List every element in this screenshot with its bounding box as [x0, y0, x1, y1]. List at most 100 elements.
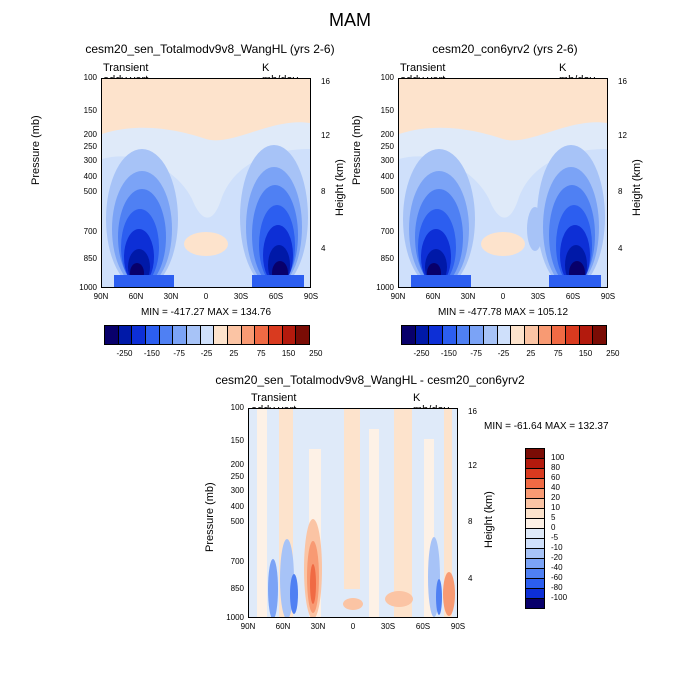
- colorbar-cell: [496, 325, 512, 345]
- x-tick-label: 30N: [310, 622, 326, 631]
- y-tick-label: 400: [380, 171, 394, 181]
- colorbar-cell: [455, 325, 471, 345]
- colorbar-cell: [104, 325, 119, 345]
- colorbar-cell: [295, 325, 310, 345]
- x-tick-label: 90S: [303, 292, 319, 301]
- colorbar-cell: [483, 325, 498, 345]
- contour-negative-core: [268, 559, 278, 617]
- colorbar-cell: [213, 325, 228, 345]
- figure-title: MAM: [329, 10, 371, 30]
- colorbar-cell: [131, 325, 146, 345]
- y-right-tick-label: 8: [321, 187, 326, 197]
- colorbar-cell: [592, 325, 607, 345]
- x-tick-label: 90N: [390, 292, 406, 301]
- colorbar-label: 20: [551, 493, 560, 502]
- colorbar-cell: [537, 325, 553, 345]
- colorbar-label: 5: [551, 513, 556, 522]
- x-tick-label: 30S: [530, 292, 546, 301]
- y-right-tick-label: 8: [618, 187, 623, 197]
- colorbar-cell: [172, 325, 187, 345]
- stats-label: MIN = -417.27 MAX = 134.76: [140, 307, 272, 318]
- x-tick-label: 60N: [275, 622, 291, 631]
- x-tick-label: 30N: [460, 292, 476, 301]
- panel-title: cesm20_con6yrv2 (yrs 2-6): [432, 42, 578, 56]
- colorbar-cell: [428, 325, 443, 345]
- panel-title: cesm20_sen_Totalmodv9v8_WangHL (yrs 2-6): [85, 42, 335, 56]
- colorbar-cell: [227, 325, 242, 345]
- y-tick-label: 150: [230, 435, 244, 445]
- contour-stripe: [424, 439, 434, 617]
- contour-patch-positive: [184, 232, 228, 256]
- x-tick-label: 0: [203, 292, 209, 301]
- contour-patch-positive: [481, 232, 525, 256]
- contour-positive-surface: [443, 572, 455, 616]
- colorbar-label: -80: [551, 583, 563, 592]
- colorbar-label: 100: [551, 453, 565, 462]
- x-tick-label: 90N: [240, 622, 256, 631]
- colorbar-label: 60: [551, 473, 560, 482]
- contour-plot: [101, 78, 311, 288]
- colorbar-cell: [240, 325, 256, 345]
- y-right-tick-label: 4: [468, 574, 473, 584]
- colorbar-label: -150: [143, 349, 160, 358]
- x-tick-label: 0: [500, 292, 506, 301]
- y-tick-label: 100: [380, 73, 394, 82]
- y-tick-label: 850: [230, 583, 244, 593]
- y-axis-right-label: Height (km): [631, 159, 643, 216]
- colorbar: 100 80 60 40 20 10 5 0 -5 -10 -20 -40 -60 -80 -100: [525, 448, 567, 609]
- y-tick-label: 300: [83, 155, 97, 165]
- contour-positive-core: [310, 564, 316, 604]
- colorbar-label: -75: [173, 349, 185, 358]
- contour-patch-positive: [204, 89, 220, 113]
- y-axis-label: Pressure (mb): [351, 115, 363, 185]
- colorbar-label: -25: [200, 349, 213, 358]
- y-tick-label: 400: [230, 501, 244, 511]
- y-tick-label: 1000: [376, 283, 394, 292]
- colorbar-cell: [510, 325, 525, 345]
- y-axis-right-label: Height (km): [334, 159, 346, 216]
- contour-surface-band: [411, 275, 471, 287]
- y-tick-label: 300: [230, 485, 244, 495]
- y-tick-label: 500: [83, 187, 97, 197]
- y-tick-label: 100: [230, 403, 244, 412]
- contour-negative-core: [436, 579, 442, 615]
- y-right-tick-label: 16: [468, 407, 477, 417]
- x-tick-label: 30S: [233, 292, 249, 301]
- contour-plot: [398, 78, 608, 288]
- y-tick-label: 250: [380, 142, 394, 152]
- colorbar-label: 75: [256, 349, 266, 358]
- y-tick-label: 150: [380, 105, 394, 115]
- contour-positive-surface: [385, 591, 413, 607]
- colorbar-cell: [281, 325, 297, 345]
- colorbar-label: -5: [551, 533, 559, 542]
- contour-patch: [527, 207, 543, 251]
- colorbar-cell: [158, 325, 174, 345]
- y-tick-label: 700: [83, 227, 97, 237]
- colorbar-cell: [414, 325, 430, 345]
- colorbar-cell: [145, 325, 160, 345]
- y-tick-label: 100: [83, 73, 97, 82]
- contour-stripe: [394, 409, 412, 617]
- colorbar-label: -60: [551, 573, 563, 582]
- y-axis-label: Pressure (mb): [204, 482, 216, 552]
- colorbar-label: 25: [229, 349, 239, 358]
- y-tick-label: 200: [230, 459, 244, 469]
- contour-stripe: [369, 429, 379, 617]
- x-tick-label: 0: [350, 622, 356, 631]
- colorbar-label: -10: [551, 543, 563, 552]
- y-axis-label: Pressure (mb): [30, 115, 42, 185]
- y-tick-label: 200: [380, 129, 394, 139]
- y-tick-label: 400: [83, 171, 97, 181]
- y-right-tick-label: 16: [618, 77, 627, 87]
- y-right-tick-label: 12: [321, 130, 330, 140]
- contour-surface-band: [252, 275, 304, 287]
- colorbar-cell: [401, 325, 416, 345]
- colorbar-label: -40: [551, 563, 563, 572]
- x-tick-label: 60S: [268, 292, 284, 301]
- y-tick-label: 700: [230, 557, 244, 567]
- y-tick-label: 250: [230, 472, 244, 482]
- contour-patch-positive: [501, 89, 517, 113]
- colorbar-label: 0: [551, 523, 556, 532]
- colorbar-label: -250: [116, 349, 133, 358]
- colorbar-cell: [551, 325, 566, 345]
